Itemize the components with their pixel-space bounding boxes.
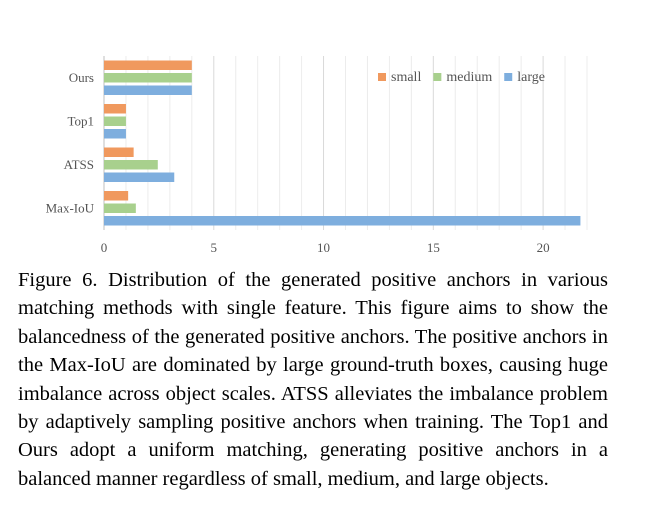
legend-swatch-medium — [433, 73, 442, 81]
bar-ours-medium — [104, 73, 192, 83]
legend-label-small: small — [391, 70, 421, 85]
legend-swatch-large — [504, 73, 513, 81]
bar-atss-large — [104, 172, 175, 182]
category-label-max-iou: Max-IoU — [46, 200, 95, 215]
category-label-top1: Top1 — [67, 113, 94, 128]
legend-swatch-small — [378, 73, 386, 81]
bar-ours-small — [104, 60, 192, 70]
bars — [104, 60, 581, 226]
legend-label-large: large — [517, 70, 545, 85]
figure-caption: Figure 6. Distribution of the generated … — [18, 269, 608, 490]
legend: small medium large — [378, 70, 545, 85]
category-labels: Ours Top1 ATSS Max-IoU — [46, 70, 95, 216]
x-tick-label-20: 20 — [537, 240, 550, 255]
x-tick-labels: 0 5 10 15 20 — [101, 240, 550, 255]
bar-max-iou-small — [104, 191, 129, 201]
bar-top1-medium — [104, 116, 126, 126]
bar-top1-small — [104, 104, 126, 114]
x-tick-label-15: 15 — [427, 240, 440, 255]
bar-top1-large — [104, 129, 126, 139]
category-label-atss: ATSS — [64, 157, 94, 172]
bar-max-iou-large — [104, 216, 581, 226]
legend-label-medium: medium — [446, 70, 492, 85]
bar-ours-large — [104, 85, 192, 95]
category-label-ours: Ours — [69, 70, 94, 85]
bar-atss-small — [104, 147, 134, 157]
x-tick-label-5: 5 — [211, 240, 218, 255]
bar-atss-medium — [104, 160, 158, 170]
gridlines — [125, 56, 588, 230]
bar-max-iou-medium — [104, 203, 136, 213]
bar-chart: Ours Top1 ATSS Max-IoU 0 5 10 15 20 small medium… — [46, 56, 588, 255]
x-tick-label-0: 0 — [101, 240, 108, 255]
x-tick-label-10: 10 — [317, 240, 330, 255]
